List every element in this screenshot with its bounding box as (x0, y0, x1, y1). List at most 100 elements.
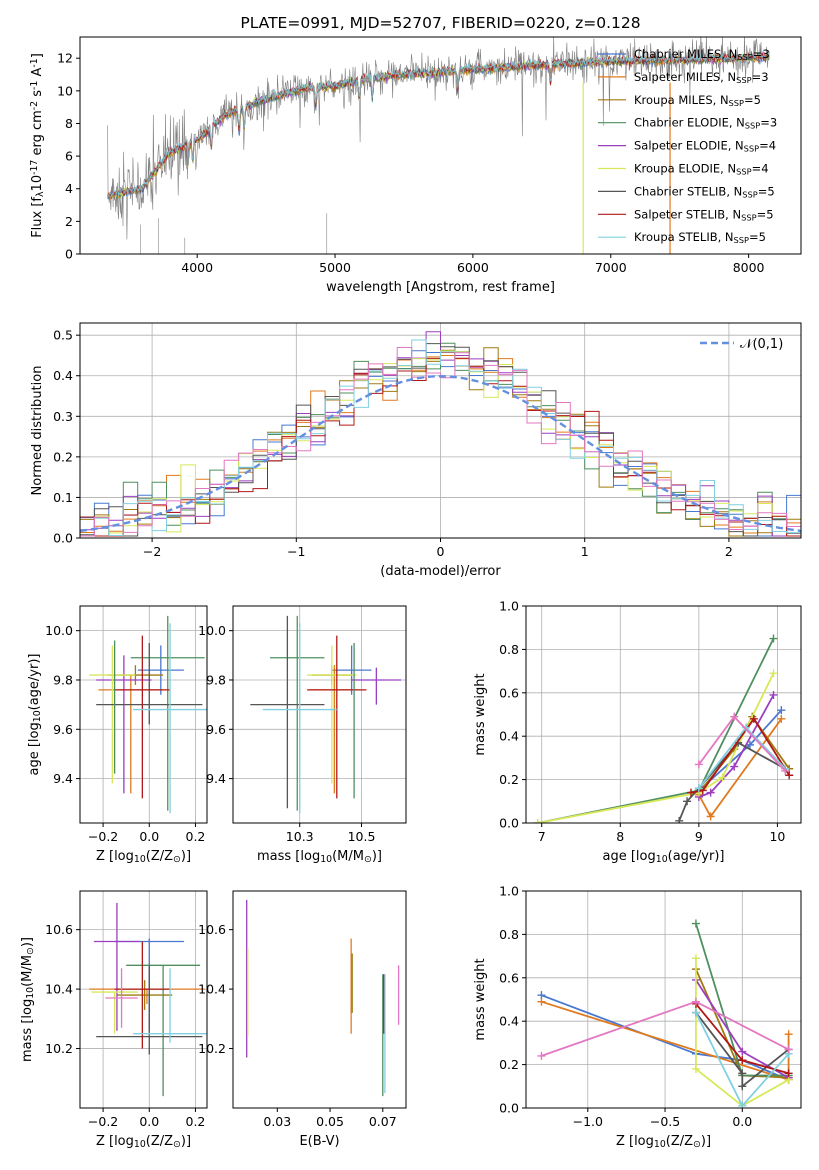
series-marker (687, 788, 695, 797)
error-bar-point (351, 667, 402, 705)
series-marker (691, 1008, 700, 1017)
legend-label: 𝒩(0,1) (740, 337, 783, 352)
error-bar-point (270, 615, 325, 811)
error-bar-point (89, 988, 205, 1004)
y-tick-label: 0.1 (53, 490, 73, 505)
page-title: PLATE=0991, MJD=52707, FIBERID=0220, z=0… (240, 14, 640, 32)
residual-histogram (80, 339, 801, 537)
series-marker (718, 773, 727, 782)
y-axis-label: mass [log10(M/M⊙)] (20, 937, 36, 1062)
series-marker (738, 1056, 747, 1065)
error-bar-point (105, 968, 138, 1028)
legend-label: Salpeter STELIB, NSSP=5 (634, 207, 774, 222)
x-tick-label: 0.0 (732, 1114, 752, 1129)
y-tick-label: 0.2 (499, 772, 519, 787)
x-axis-label: Z [log10(Z/Z⊙)] (616, 1134, 711, 1150)
weight-series (694, 712, 794, 797)
x-tick-label: −2 (143, 544, 161, 559)
series-marker (691, 919, 700, 928)
y-tick-label: 0.0 (499, 1101, 519, 1116)
x-axis-label: age [log10(age/yr)] (603, 849, 725, 865)
legend-label: Salpeter MILES, NSSP=3 (634, 70, 769, 85)
weight-series (694, 712, 790, 775)
series-marker (738, 1082, 747, 1091)
y-tick-label: 0.0 (53, 531, 73, 546)
series-marker (694, 784, 703, 793)
plot-area (89, 615, 207, 814)
chart-age_vs_mass: 10.3 10.5 9.4 9.6 9.8 10.0 mass [log10(M/M⊙)] (198, 605, 407, 865)
series-line (537, 638, 775, 823)
x-axis-label: Z [log10(Z/Z⊙)] (96, 849, 191, 865)
series-line (698, 718, 783, 819)
x-tick-label: 10.5 (348, 829, 376, 844)
chart-weight_vs_age: 7 8 9 10 0.0 0.2 0.4 0.6 0.8 1.0 age [log10(age/yr… (473, 599, 802, 865)
series-marker (781, 766, 790, 775)
axes-frame (232, 605, 407, 824)
series-marker (730, 712, 739, 721)
error-bar-point (133, 968, 207, 1043)
y-tick-label: 4 (65, 181, 73, 196)
error-bar-point (93, 902, 141, 1031)
x-tick-label: 0.03 (263, 1114, 291, 1129)
series-marker (730, 762, 739, 771)
axes-frame (79, 36, 802, 255)
y-axis-label: Normed distribution (30, 366, 45, 496)
error-bar-point (91, 991, 138, 1034)
legend: 𝒩(0,1) (700, 337, 783, 352)
series-line (537, 672, 775, 823)
axes-frame (79, 605, 208, 824)
x-tick-label: 0.2 (186, 829, 206, 844)
chart-spectrum: 4000 5000 6000 7000 8000 0 2 4 6 8 10 12 wavelength … (29, 36, 802, 295)
y-tick-label: 10.0 (45, 623, 73, 638)
series-marker (738, 1069, 747, 1078)
y-tick-label: 9.6 (53, 722, 73, 737)
error-bar-point (114, 941, 171, 1049)
series-marker (706, 788, 715, 797)
series-marker (745, 740, 754, 749)
legend-label: Chabrier MILES, NSSP=3 (634, 47, 770, 62)
chart-mass_vs_Z: −0.2 0.0 0.2 10.2 10.4 10.6 Z [log10(Z/Z⊙)] mas… (20, 890, 208, 1150)
legend-label: Salpeter ELODIE, NSSP=4 (634, 139, 776, 154)
plot-area (246, 899, 400, 1097)
legend-label: Kroupa MILES, NSSP=5 (634, 93, 761, 108)
series-marker (769, 634, 778, 643)
x-tick-label: 8000 (733, 260, 765, 275)
x-tick-label: 0.07 (369, 1114, 397, 1129)
plot-area (537, 919, 793, 1108)
y-tick-label: 0.0 (499, 816, 519, 831)
axes-frame (79, 322, 802, 539)
error-bar-point (133, 623, 207, 814)
error-bar-point (114, 635, 171, 799)
series-marker (785, 771, 794, 780)
x-tick-label: 1 (581, 544, 589, 559)
x-tick-label: −1 (287, 544, 305, 559)
y-tick-label: 0.8 (499, 642, 519, 657)
series-line (695, 1011, 790, 1089)
x-axis-label: Z [log10(Z/Z⊙)] (96, 1134, 191, 1150)
error-bar-point (96, 655, 152, 794)
weight-series (533, 669, 778, 823)
y-tick-label: 0.6 (499, 685, 519, 700)
y-axis-label: age [log10(age/yr)] (27, 654, 43, 776)
y-tick-label: 9.6 (206, 722, 226, 737)
x-axis-label: (data-model)/error (380, 564, 501, 579)
x-tick-label: 0.0 (139, 829, 159, 844)
series-marker (691, 997, 700, 1006)
error-bar-point (116, 980, 173, 1010)
weight-series (694, 714, 786, 821)
legend-label: Chabrier ELODIE, NSSP=3 (634, 116, 777, 131)
series-marker (694, 760, 703, 769)
axes-frame (232, 890, 407, 1109)
plot-area (533, 634, 794, 823)
x-tick-label: −1.0 (573, 1114, 603, 1129)
x-tick-label: 10.3 (286, 829, 314, 844)
x-tick-label: 7000 (595, 260, 627, 275)
y-tick-label: 8 (65, 116, 73, 131)
y-tick-label: 12 (57, 51, 73, 66)
x-tick-label: −0.2 (88, 1114, 118, 1129)
y-tick-label: 0.4 (499, 1014, 519, 1029)
series-marker (784, 1045, 793, 1054)
axes-frame (525, 605, 802, 824)
x-tick-label: 0.2 (186, 1114, 206, 1129)
series-marker (691, 954, 700, 963)
